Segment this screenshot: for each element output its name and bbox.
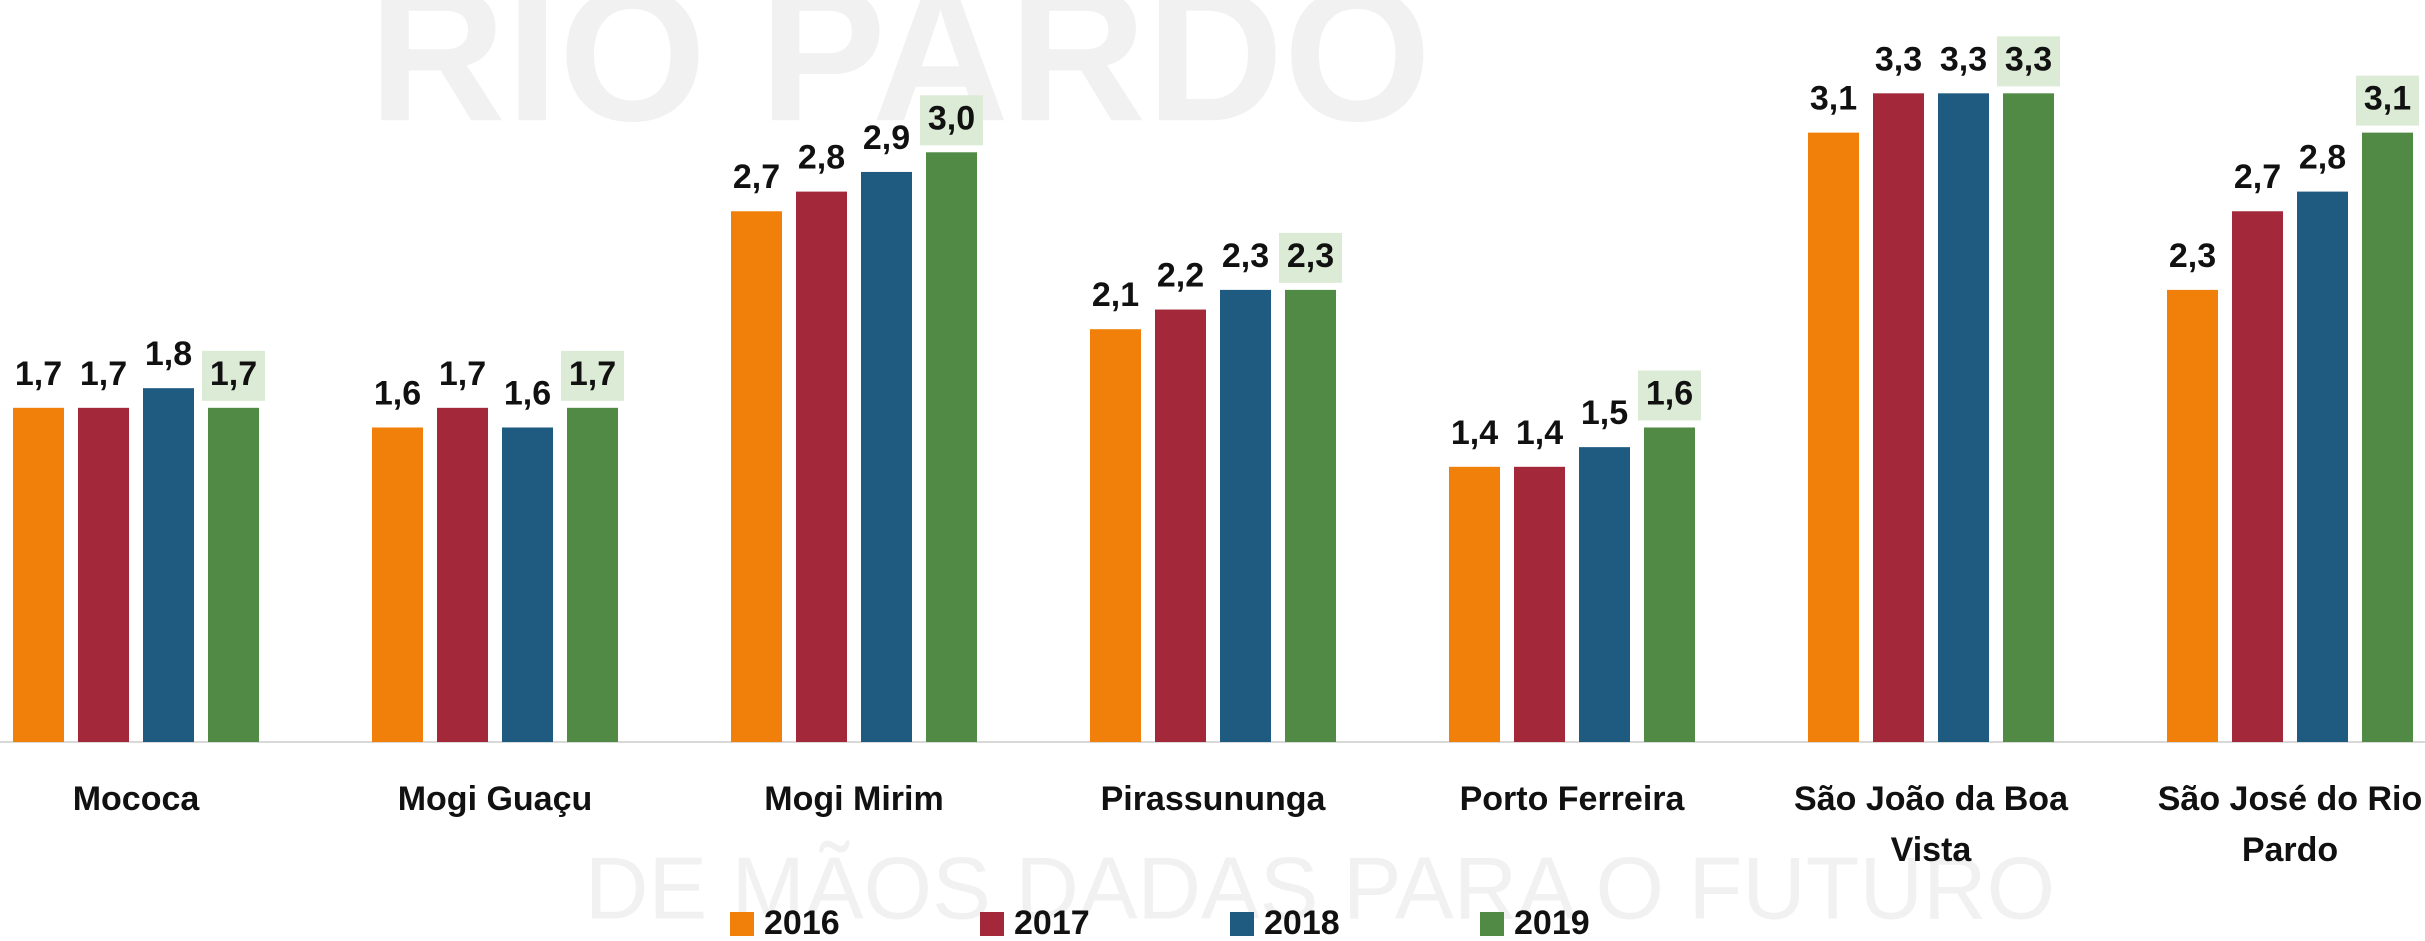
data-label: 1,4: [1516, 414, 1563, 452]
data-label: 2,8: [798, 139, 845, 177]
bar: [13, 407, 64, 742]
data-label: 3,3: [1875, 40, 1922, 78]
label-box: [561, 350, 624, 401]
bar: [208, 407, 259, 742]
data-label: 1,7: [210, 355, 257, 393]
legend-swatch: [1480, 912, 1504, 936]
data-label: 3,1: [2364, 80, 2411, 118]
bar: [2297, 191, 2348, 743]
legend-label: 2018: [1264, 904, 1340, 941]
data-label: 1,7: [569, 355, 616, 393]
bar: [78, 407, 129, 742]
bar: [796, 191, 847, 743]
data-label: 2,2: [1157, 257, 1204, 295]
data-label: 3,1: [1810, 80, 1857, 118]
data-label: 1,6: [374, 374, 421, 412]
x-tick-label: Mococa: [72, 780, 200, 818]
legend-swatch: [730, 912, 754, 936]
x-tick-label: Porto Ferreira: [1459, 780, 1685, 818]
label-box: [1997, 36, 2060, 87]
watermark: RIO PARDO: [369, 0, 1432, 161]
data-label: 1,8: [145, 335, 192, 373]
data-label: 2,7: [733, 158, 780, 196]
bar: [1808, 132, 1859, 743]
bar: [1155, 309, 1206, 742]
label-box: [2356, 75, 2419, 126]
bar: [1579, 447, 1630, 742]
label-box: [920, 95, 983, 146]
data-label: 2,1: [1092, 276, 1139, 314]
bar: [731, 211, 782, 742]
data-label: 2,7: [2234, 158, 2281, 196]
bar: [2362, 132, 2413, 743]
bar: [372, 427, 423, 742]
x-tick-label: São José do Rio Pardo: [2157, 780, 2423, 869]
bar: [1090, 329, 1141, 742]
data-label: 2,8: [2299, 139, 2346, 177]
bar: [567, 407, 618, 742]
label-box: [202, 350, 265, 401]
data-label: 2,3: [1287, 237, 1334, 275]
x-tick-label: Mogi Mirim: [764, 780, 944, 818]
bar: [2232, 211, 2283, 742]
bar: [1449, 466, 1500, 742]
data-label: 3,3: [1940, 40, 1987, 78]
legend-label: 2019: [1514, 904, 1590, 941]
label-box: [1638, 370, 1701, 421]
legend-label: 2016: [764, 904, 840, 941]
data-label: 1,7: [439, 355, 486, 393]
bar: [1514, 466, 1565, 742]
data-label: 3,3: [2005, 40, 2052, 78]
data-label: 2,9: [863, 119, 910, 157]
bar: [502, 427, 553, 742]
data-label: 3,0: [928, 99, 975, 137]
data-label: 1,4: [1451, 414, 1498, 452]
data-label: 1,7: [80, 355, 127, 393]
bar: [926, 152, 977, 743]
bar: [861, 171, 912, 742]
legend-swatch: [980, 912, 1004, 936]
bar: [1285, 289, 1336, 742]
legend-label: 2017: [1014, 904, 1090, 941]
x-tick-label: São João da Boa Vista: [1794, 780, 2068, 869]
data-label: 1,6: [504, 374, 551, 412]
bar: [1938, 93, 1989, 743]
x-tick-label: Mogi Guaçu: [397, 780, 593, 818]
data-label: 1,5: [1581, 394, 1628, 432]
bar: [2003, 93, 2054, 743]
bar: [1644, 427, 1695, 742]
bar: [1220, 289, 1271, 742]
data-label: 1,6: [1646, 374, 1693, 412]
bar: [437, 407, 488, 742]
bar: [143, 388, 194, 742]
bar: [2167, 289, 2218, 742]
x-tick-label: Pirassununga: [1100, 780, 1326, 818]
label-box: [1279, 232, 1342, 283]
data-label: 1,7: [15, 355, 62, 393]
data-label: 2,3: [1222, 237, 1269, 275]
legend-swatch: [1230, 912, 1254, 936]
bar: [1873, 93, 1924, 743]
data-label: 2,3: [2169, 237, 2216, 275]
watermark: DE MÃOS DADAS PARA O FUTURO: [585, 838, 2055, 937]
